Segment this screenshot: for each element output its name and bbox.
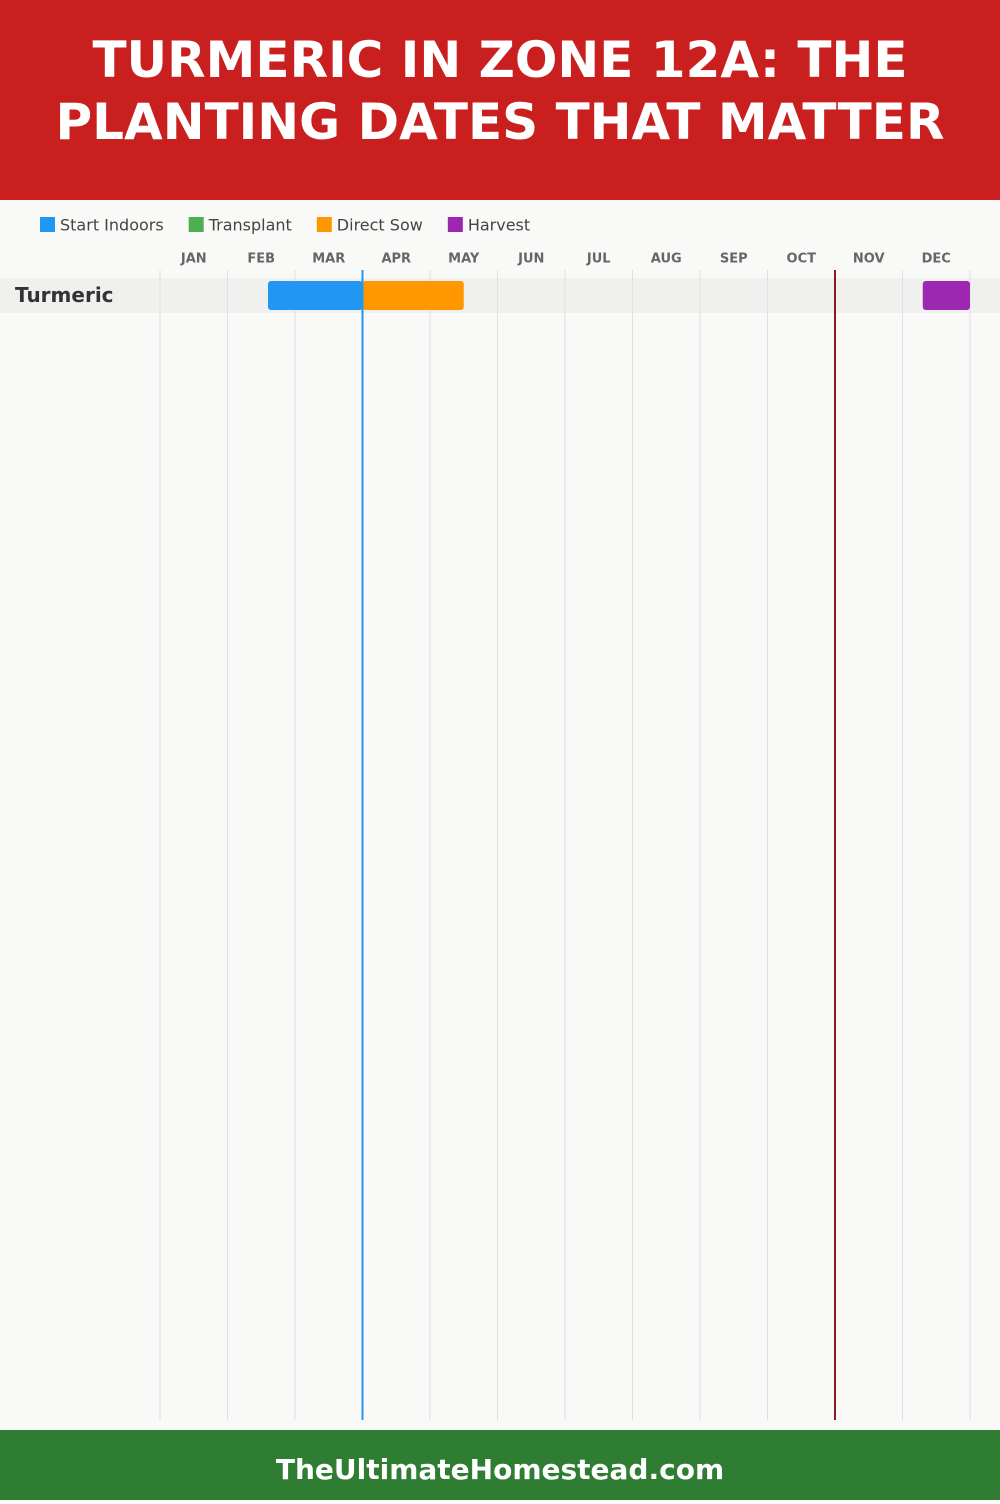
legend-swatch — [316, 217, 332, 232]
legend-label: Transplant — [208, 216, 292, 235]
legend-label: Direct Sow — [337, 216, 423, 235]
month-label: NOV — [853, 252, 885, 267]
range-bar — [922, 281, 970, 310]
month-label: JUL — [586, 252, 611, 267]
row-label: Turmeric — [15, 283, 114, 307]
month-label: FEB — [247, 252, 275, 267]
month-label: AUG — [651, 252, 682, 267]
legend-swatch — [40, 217, 55, 232]
row-band — [0, 278, 1000, 313]
month-label: APR — [381, 252, 411, 267]
month-label: DEC — [922, 252, 951, 267]
footer-text: TheUltimateHomestead.com — [276, 1453, 724, 1486]
legend-swatch — [447, 217, 463, 232]
range-bar — [268, 281, 363, 310]
month-label: MAR — [312, 252, 345, 267]
month-label: OCT — [787, 252, 817, 267]
month-label: SEP — [720, 252, 748, 267]
plot-background — [0, 200, 1000, 1430]
month-label: JUN — [517, 252, 544, 267]
header-banner — [0, 0, 1000, 200]
legend-swatch — [188, 217, 204, 232]
legend-label: Start Indoors — [60, 216, 164, 235]
footer-banner — [0, 1430, 1000, 1500]
range-bar — [362, 281, 464, 310]
month-label: MAY — [448, 252, 480, 267]
legend-label: Harvest — [468, 216, 530, 235]
month-label: JAN — [180, 252, 207, 267]
chart-title: TURMERIC IN ZONE 12A: THE PLANTING DATES … — [56, 31, 945, 151]
